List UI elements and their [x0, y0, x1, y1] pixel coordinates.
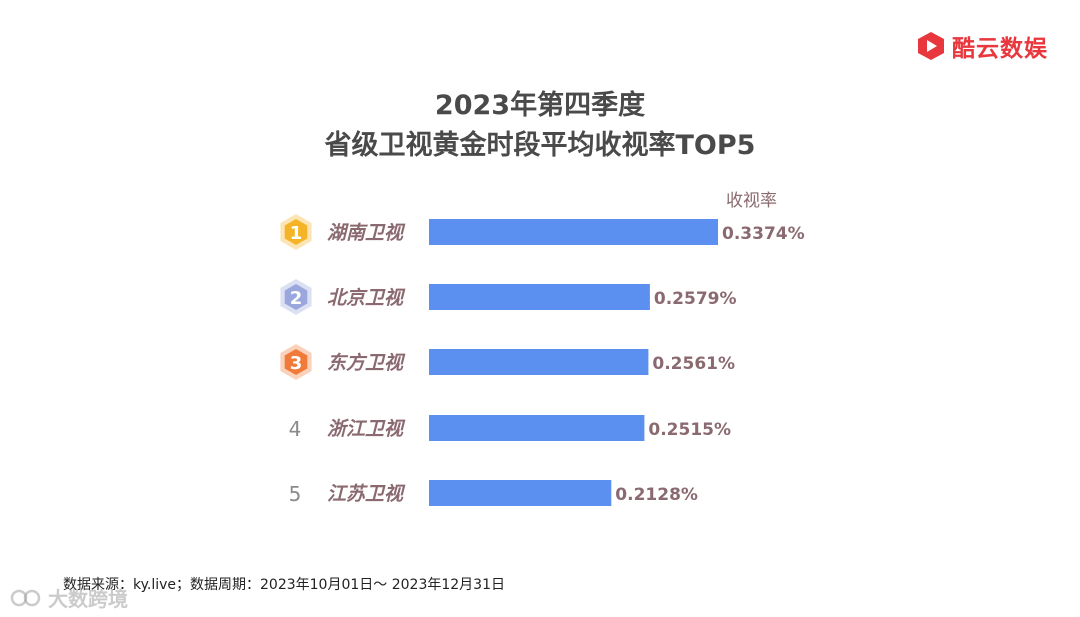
value-label: 0.2515%: [648, 420, 731, 440]
value-unit-label: 收视率: [726, 191, 777, 211]
bar: [429, 480, 612, 506]
rank-number: 3: [290, 353, 303, 374]
brand-name: 酷云数娱: [952, 36, 1048, 62]
watermark-text: 大数跨境: [48, 587, 128, 611]
rank-number: 5: [289, 482, 302, 506]
bar: [429, 219, 718, 245]
bar-row: 2 北京卫视 0.2579%: [280, 279, 737, 315]
bronze-hexagon-badge-icon: [284, 349, 308, 375]
silver-hexagon-badge-icon: [284, 284, 308, 310]
play-hexagon-icon: [918, 32, 944, 60]
rank-number: 2: [290, 288, 303, 309]
category-label: 东方卫视: [327, 352, 406, 374]
value-label: 0.2128%: [615, 485, 698, 505]
value-label: 0.3374%: [722, 224, 805, 244]
bar: [429, 415, 645, 441]
category-label: 北京卫视: [327, 287, 406, 309]
chart-title-line2: 省级卫视黄金时段平均收视率TOP5: [324, 130, 756, 161]
bar: [429, 349, 649, 375]
category-label: 湖南卫视: [327, 222, 406, 244]
chart-title: 2023年第四季度 省级卫视黄金时段平均收视率TOP5: [0, 86, 1080, 166]
watermark-logo-icon: [10, 589, 41, 606]
watermark: 大数跨境: [10, 583, 128, 612]
category-label: 浙江卫视: [327, 418, 406, 440]
bar-row: 5 江苏卫视 0.2128%: [289, 480, 698, 506]
brand-logo: 酷云数娱: [916, 28, 1048, 64]
category-label: 江苏卫视: [327, 483, 406, 505]
rank-number: 1: [290, 223, 303, 244]
chart-title-line1: 2023年第四季度: [434, 90, 646, 121]
bar-row: 4 浙江卫视 0.2515%: [289, 415, 731, 441]
bar-row: 3 东方卫视 0.2561%: [280, 344, 735, 380]
rank-number: 4: [289, 417, 302, 441]
bar: [429, 284, 650, 310]
value-label: 0.2561%: [652, 354, 735, 374]
value-label: 0.2579%: [654, 289, 737, 309]
bar-row: 1 湖南卫视 0.3374%: [280, 214, 805, 250]
data-source-note: 数据来源：ky.live；数据周期：2023年10月01日～ 2023年12月3…: [63, 577, 505, 593]
gold-hexagon-badge-icon: [284, 219, 308, 245]
